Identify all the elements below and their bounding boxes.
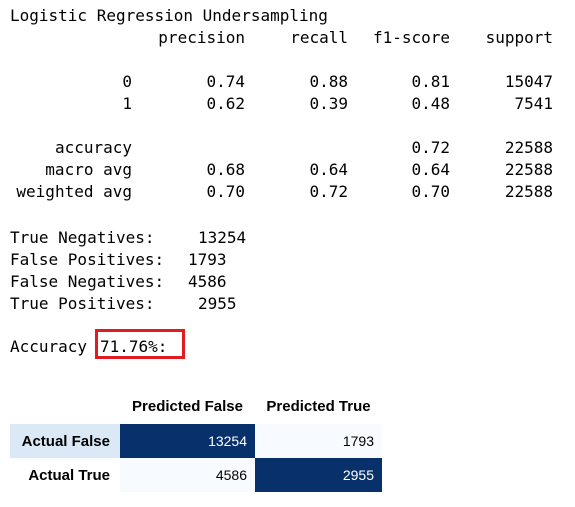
row-label: 0 (122, 72, 132, 91)
row-f1: 0.64 (411, 160, 450, 179)
row-recall: 0.39 (309, 94, 348, 113)
count-false-negatives: False Negatives: 4586 (10, 271, 310, 293)
count-false-positives: False Positives: 1793 (10, 249, 310, 271)
col-header-predicted-false: Predicted False (132, 397, 243, 415)
row-f1: 0.72 (411, 138, 450, 157)
row-support: 22588 (504, 182, 553, 201)
report-title: Logistic Regression Undersampling (10, 6, 328, 25)
row-precision: 0.70 (206, 182, 245, 201)
count-label: False Negatives: (10, 272, 165, 291)
col-header-predicted-true: Predicted True (266, 397, 371, 415)
row-precision: 0.74 (206, 72, 245, 91)
report-summary-weighted-avg: weighted avg 0.70 0.72 0.70 22588 (10, 181, 560, 203)
count-true-negatives: True Negatives: 13254 (10, 227, 310, 249)
header-precision: precision (158, 28, 245, 47)
count-value: 1793 (188, 250, 227, 269)
accuracy-highlight-box (95, 329, 185, 359)
report-row-1: 1 0.62 0.39 0.48 7541 (10, 93, 560, 115)
cell-actual-true-predicted-false: 4586 (120, 458, 255, 492)
row-label: 1 (122, 94, 132, 113)
count-label: True Negatives: (10, 228, 155, 247)
count-value: 2955 (198, 294, 237, 313)
cell-actual-false-predicted-false: 13254 (120, 424, 255, 458)
row-f1: 0.81 (411, 72, 450, 91)
row-label: macro avg (45, 160, 132, 179)
row-header-actual-true: Actual True (10, 458, 120, 492)
report-header-row: precision recall f1-score support (10, 27, 560, 49)
count-value: 4586 (188, 272, 227, 291)
row-header-actual-false: Actual False (10, 424, 120, 458)
accuracy-value: 71.76%: (100, 337, 168, 356)
row-precision: 0.62 (206, 94, 245, 113)
row-label: accuracy (54, 138, 132, 157)
report-summary-macro-avg: macro avg 0.68 0.64 0.64 22588 (10, 159, 560, 181)
row-support: 22588 (504, 138, 553, 157)
cell-actual-false-predicted-true: 1793 (255, 424, 382, 458)
accuracy-label: Accuracy (10, 337, 88, 356)
row-recall: 0.88 (309, 72, 348, 91)
row-precision: 0.68 (206, 160, 245, 179)
count-label: True Positives: (10, 294, 155, 313)
count-true-positives: True Positives: 2955 (10, 293, 310, 315)
count-value: 13254 (198, 228, 247, 247)
row-support: 22588 (504, 160, 553, 179)
header-support: support (485, 28, 553, 47)
row-recall: 0.64 (309, 160, 348, 179)
row-support: 15047 (504, 72, 553, 91)
report-row-0: 0 0.74 0.88 0.81 15047 (10, 71, 560, 93)
header-recall: recall (290, 28, 348, 47)
accuracy-line: Accuracy 71.76%: (10, 329, 210, 359)
header-f1-score: f1-score (372, 28, 450, 47)
row-recall: 0.72 (309, 182, 348, 201)
report-summary-accuracy: accuracy 0.72 22588 (10, 137, 560, 159)
row-support: 7541 (514, 94, 553, 113)
cell-actual-true-predicted-true: 2955 (255, 458, 382, 492)
row-label: weighted avg (16, 182, 132, 201)
row-f1: 0.48 (411, 94, 450, 113)
count-label: False Positives: (10, 250, 165, 269)
row-f1: 0.70 (411, 182, 450, 201)
